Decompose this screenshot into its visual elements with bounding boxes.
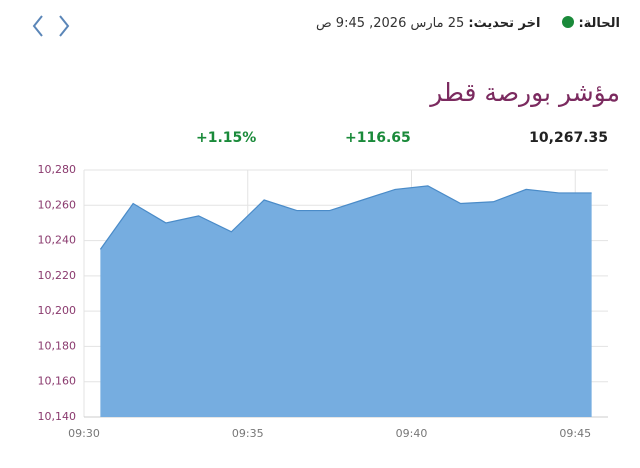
last-value: 10,267.35	[529, 130, 608, 146]
status-bar: الحالة: اخر تحديث: 25 مارس 2026, 9:45 ص	[316, 16, 620, 31]
x-tick-label: 09:30	[68, 427, 100, 440]
y-tick-label: 10,240	[38, 234, 77, 247]
y-tick-label: 10,280	[38, 163, 77, 176]
area-line	[99, 185, 592, 250]
y-tick-label: 10,140	[38, 410, 77, 423]
status-label: الحالة:	[578, 16, 620, 31]
y-tick-label: 10,260	[38, 198, 77, 211]
y-tick-label: 10,200	[38, 304, 77, 317]
x-tick-label: 09:40	[396, 427, 428, 440]
y-tick-label: 10,220	[38, 269, 77, 282]
change-percent: +1.15%	[196, 130, 257, 146]
y-tick-label: 10,180	[38, 339, 77, 352]
update-label: اخر تحديث:	[468, 16, 541, 31]
title: مؤشر بورصة قطر	[430, 78, 620, 107]
y-tick-label: 10,160	[38, 375, 77, 388]
area-fill	[100, 185, 592, 417]
status-dot	[562, 16, 575, 28]
nav-arrows	[32, 15, 70, 37]
x-tick-label: 09:35	[232, 427, 264, 440]
x-tick-label: 09:45	[559, 427, 591, 440]
update-time: 25 مارس 2026, 9:45 ص	[315, 16, 465, 31]
next-arrow[interactable]	[59, 15, 70, 37]
change: +116.65	[345, 130, 411, 146]
prev-arrow[interactable]	[32, 15, 43, 37]
